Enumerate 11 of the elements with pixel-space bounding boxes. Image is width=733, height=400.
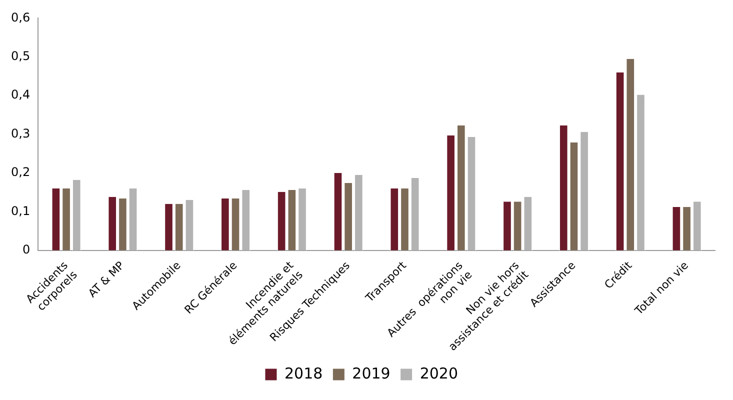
y-tick-label: 0,3 [10,126,30,140]
legend-label: 2018 [284,364,323,382]
y-tick-label: 0 [22,242,30,256]
x-tick-label: AT & MP [86,258,128,300]
legend-label: 2020 [420,364,458,382]
legend-label: 2019 [352,364,390,382]
y-tick-label: 0,2 [10,165,30,180]
y-tick-label: 0,5 [10,49,30,64]
y-tick-label: 0,4 [10,88,30,102]
y-tick-label: 0,6 [10,10,30,24]
y-tick-label: 0,1 [10,204,30,218]
